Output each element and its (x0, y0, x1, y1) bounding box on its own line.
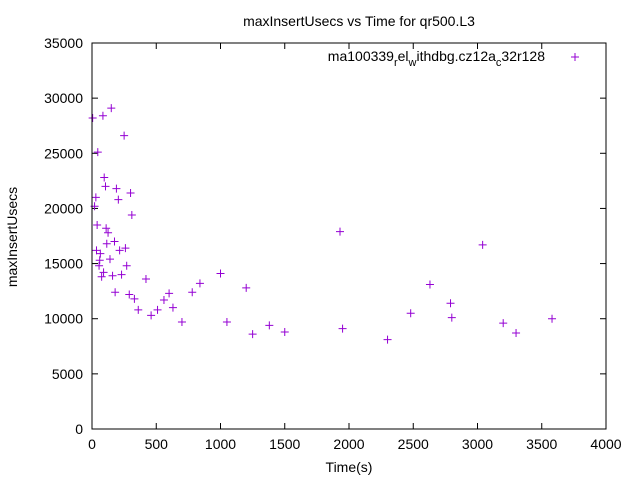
data-point (147, 311, 156, 320)
y-tick-label: 10000 (44, 311, 83, 327)
y-tick-label: 30000 (44, 90, 83, 106)
data-point (153, 305, 162, 314)
data-point (107, 104, 116, 113)
x-tick-label: 2500 (398, 436, 429, 452)
data-point (93, 148, 102, 157)
data-point (125, 290, 134, 299)
data-point (336, 227, 345, 236)
y-tick-label: 25000 (44, 145, 83, 161)
data-point (110, 237, 119, 246)
data-points (88, 104, 557, 344)
data-point (165, 289, 174, 298)
data-point (122, 261, 131, 270)
x-tick-label: 1500 (269, 436, 300, 452)
data-point (159, 295, 168, 304)
data-point (95, 261, 104, 270)
data-point (99, 268, 108, 277)
data-point (265, 321, 274, 330)
data-point (93, 220, 102, 229)
x-tick-label: 4000 (590, 436, 621, 452)
chart-title: maxInsertUsecs vs Time for qr500.L3 (243, 13, 475, 29)
data-point (88, 113, 97, 122)
data-point (102, 239, 111, 248)
data-point (100, 173, 109, 182)
data-point (447, 313, 456, 322)
data-point (115, 246, 124, 255)
data-point (91, 193, 100, 202)
y-tick-label: 15000 (44, 256, 83, 272)
data-point (101, 182, 110, 191)
data-point (108, 271, 117, 280)
data-point (280, 327, 289, 336)
data-point (104, 228, 113, 237)
data-point (111, 288, 120, 297)
data-point (499, 319, 508, 328)
legend-marker (571, 53, 579, 61)
data-point (97, 272, 106, 281)
data-point (425, 280, 434, 289)
y-tick-label: 5000 (52, 366, 83, 382)
data-point (102, 224, 111, 233)
data-point (127, 211, 136, 220)
data-point (121, 244, 130, 253)
y-tick-label: 0 (75, 421, 83, 437)
data-point (130, 294, 139, 303)
data-point (222, 318, 231, 327)
x-axis-label: Time(s) (326, 459, 373, 475)
data-point (216, 269, 225, 278)
x-tick-label: 2000 (333, 436, 364, 452)
axis-ticks: 0 500 1000 1500 2000 2500 3000 3500 4000 0 5000 100… (44, 35, 622, 452)
data-point (96, 249, 105, 258)
data-point (548, 314, 557, 323)
data-point (126, 188, 135, 197)
data-point (114, 195, 123, 204)
data-point (117, 270, 126, 279)
data-point (98, 111, 107, 120)
data-point (406, 309, 415, 318)
data-point (478, 240, 487, 249)
data-point (338, 324, 347, 333)
data-point (188, 288, 197, 297)
data-point (195, 279, 204, 288)
y-tick-label: 35000 (44, 35, 83, 51)
x-tick-label: 1000 (205, 436, 236, 452)
y-axis-label: maxInsertUsecs (4, 187, 20, 287)
data-point (134, 305, 143, 314)
data-point (95, 256, 104, 265)
x-tick-label: 3500 (526, 436, 557, 452)
data-point (383, 335, 392, 344)
data-point (446, 299, 455, 308)
data-point (105, 255, 114, 264)
data-point (177, 318, 186, 327)
data-point (242, 283, 251, 292)
x-tick-label: 0 (88, 436, 96, 452)
legend: ma100339relwithdbg.cz12ac32r128 (328, 48, 579, 69)
x-tick-label: 500 (145, 436, 169, 452)
data-point (248, 330, 257, 339)
data-point (112, 184, 121, 193)
data-point (92, 246, 101, 255)
data-point (168, 303, 177, 312)
data-point (120, 131, 129, 140)
data-point (571, 53, 579, 61)
legend-label: ma100339relwithdbg.cz12ac32r128 (328, 48, 545, 69)
data-point (141, 275, 150, 284)
x-tick-label: 3000 (462, 436, 493, 452)
data-point (512, 329, 521, 338)
plot-frame (91, 42, 607, 430)
y-tick-label: 20000 (44, 200, 83, 216)
